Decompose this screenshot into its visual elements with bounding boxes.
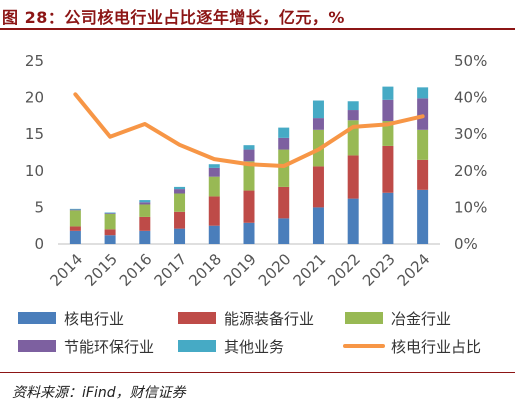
left-tick-label: 20 <box>25 89 44 107</box>
legend-label: 能源装备行业 <box>224 310 314 328</box>
right-tick-label: 50% <box>454 52 487 70</box>
bar-segment-4 <box>208 167 220 177</box>
source-note: 资料来源：iFind，财信证券 <box>12 385 186 401</box>
right-tick-label: 20% <box>454 162 487 180</box>
x-tick-label: 2019 <box>220 250 260 290</box>
bar-segment-1 <box>139 230 151 244</box>
figure-title-bar: 图 28：公司核电行业占比逐年增长，亿元，% <box>0 0 515 30</box>
bar-segment-1 <box>382 192 394 244</box>
bar-segment-1 <box>243 222 255 244</box>
figure-title: 图 28：公司核电行业占比逐年增长，亿元，% <box>2 8 345 27</box>
bar-segment-3 <box>382 121 394 146</box>
bar-segment-2 <box>104 229 116 236</box>
bar-segment-5 <box>347 101 359 111</box>
x-tick-label: 2020 <box>255 250 295 290</box>
bar-segment-4 <box>382 99 394 122</box>
legend-swatch <box>18 340 56 352</box>
bar-segment-5 <box>243 145 255 150</box>
bar-segment-1 <box>208 225 220 244</box>
bar-segment-3 <box>417 129 429 160</box>
bar-segment-3 <box>243 161 255 191</box>
bar-segment-1 <box>174 228 186 244</box>
left-tick-label: 25 <box>25 52 44 70</box>
bar-segment-1 <box>104 235 116 244</box>
right-axis-ticks: 0% 10% 20% 30% 40% 50% <box>454 52 487 253</box>
bar-segment-4 <box>347 110 359 121</box>
x-axis-ticks: 2014201520162017201820192020202120222023… <box>46 250 433 290</box>
bar-segment-2 <box>278 186 290 219</box>
left-tick-label: 10 <box>25 162 44 180</box>
legend-swatch <box>18 312 56 324</box>
x-tick-label: 2018 <box>185 250 225 290</box>
bar-segment-4 <box>69 209 81 211</box>
bar-segment-3 <box>104 213 116 230</box>
left-tick-label: 15 <box>25 125 44 143</box>
bar-segment-5 <box>69 208 81 210</box>
bar-segment-4 <box>278 137 290 150</box>
x-tick-label: 2014 <box>46 250 86 290</box>
bar-segment-2 <box>417 159 429 190</box>
bar-segment-5 <box>278 127 290 138</box>
bar-segment-5 <box>417 87 429 99</box>
legend-swatch <box>178 340 216 352</box>
x-tick-label: 2021 <box>290 250 330 290</box>
bar-segment-4 <box>312 118 324 130</box>
bar-segment-1 <box>278 218 290 244</box>
bar-segment-5 <box>312 100 324 119</box>
x-tick-label: 2017 <box>151 250 191 290</box>
bar-segment-2 <box>347 155 359 199</box>
bar-segment-5 <box>174 186 186 190</box>
bar-segment-2 <box>312 166 324 208</box>
legend-label: 核电行业占比 <box>391 338 481 356</box>
legend-label: 冶金行业 <box>391 310 451 328</box>
left-tick-label: 0 <box>34 235 44 253</box>
bar-segment-3 <box>278 149 290 187</box>
bar-segment-4 <box>417 98 429 130</box>
bar-segment-4 <box>139 202 151 205</box>
bar-segment-1 <box>347 198 359 244</box>
bar-segment-2 <box>243 190 255 223</box>
bar-segment-4 <box>174 189 186 194</box>
bar-segment-5 <box>382 86 394 100</box>
x-tick-label: 2022 <box>324 250 364 290</box>
legend-swatch <box>345 312 383 324</box>
bar-segment-2 <box>208 196 220 226</box>
right-tick-label: 10% <box>454 198 487 216</box>
bar-segment-4 <box>104 213 116 214</box>
x-tick-label: 2023 <box>359 250 399 290</box>
right-tick-label: 30% <box>454 125 487 143</box>
bar-segment-5 <box>208 164 220 168</box>
source-bar: 资料来源：iFind，财信证券 <box>0 372 515 405</box>
bar-segment-3 <box>208 176 220 197</box>
bar-segment-4 <box>243 149 255 162</box>
bar-segment-5 <box>139 200 151 203</box>
bar-series-group <box>69 86 429 244</box>
bar-segment-2 <box>174 211 186 229</box>
bar-segment-2 <box>382 145 394 193</box>
bar-segment-1 <box>417 189 429 244</box>
bar-segment-2 <box>139 216 151 231</box>
x-tick-label: 2015 <box>81 250 121 290</box>
share-line-group <box>73 92 425 169</box>
legend-swatch <box>178 312 216 324</box>
bar-segment-3 <box>139 204 151 217</box>
bar-segment-2 <box>69 226 81 231</box>
left-axis-ticks: 0 5 10 15 20 25 <box>25 52 44 253</box>
x-tick-label: 2016 <box>116 250 156 290</box>
x-tick-label: 2024 <box>394 250 434 290</box>
left-tick-label: 5 <box>34 198 44 216</box>
bar-segment-1 <box>69 230 81 244</box>
legend-label: 节能环保行业 <box>64 338 154 356</box>
bar-segment-5 <box>104 212 116 214</box>
bar-segment-3 <box>174 193 186 212</box>
legend-label: 核电行业 <box>64 310 124 328</box>
bar-segment-3 <box>69 210 81 227</box>
bar-segment-3 <box>347 120 359 156</box>
right-tick-label: 40% <box>454 89 487 107</box>
legend-label: 其他业务 <box>224 338 284 356</box>
bar-segment-1 <box>312 207 324 244</box>
right-tick-label: 0% <box>454 235 478 253</box>
